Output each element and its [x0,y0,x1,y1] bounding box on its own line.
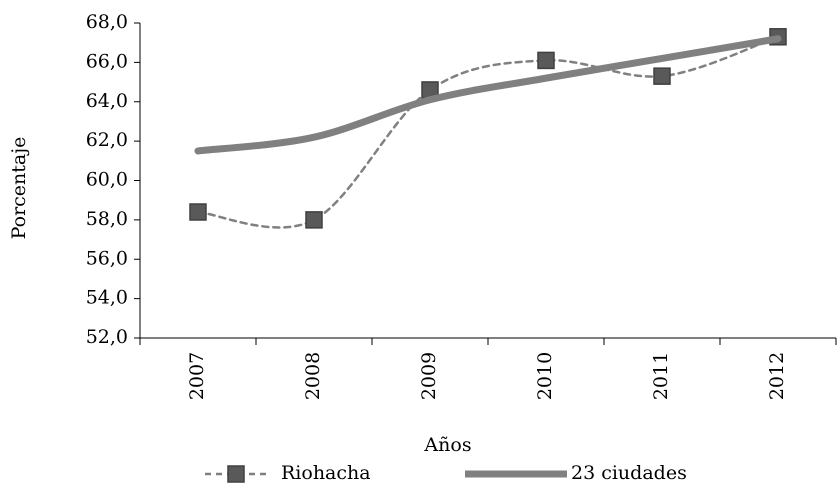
series-line [194,35,782,155]
x-tick-label: 2012 [766,352,788,400]
data-marker [305,211,323,229]
y-axis-title: Porcentaje [8,137,30,240]
y-tick-label: 56,0 [86,247,128,269]
x-tick-label: 2010 [534,352,556,400]
legend-label: 23 ciudades [571,462,687,484]
x-tick-label: 2007 [186,352,208,400]
x-tick-label: 2009 [418,352,440,400]
y-tick-label: 52,0 [86,326,128,348]
data-marker [189,203,207,221]
x-tick-label: 2008 [302,352,324,400]
data-marker [653,67,671,85]
y-tick-label: 60,0 [86,169,128,191]
legend-marker [227,465,245,483]
x-tick-label: 2011 [650,352,672,400]
legend-label: Riohacha [281,462,371,484]
y-tick-label: 66,0 [86,50,128,72]
y-tick-label: 62,0 [86,129,128,151]
data-marker [537,51,555,70]
x-axis-title: Años [423,434,471,456]
y-tick-label: 64,0 [86,90,128,112]
series-line [196,35,780,229]
y-tick-label: 68,0 [86,11,128,33]
y-tick-label: 54,0 [86,287,128,309]
y-tick-label: 58,0 [86,208,128,230]
